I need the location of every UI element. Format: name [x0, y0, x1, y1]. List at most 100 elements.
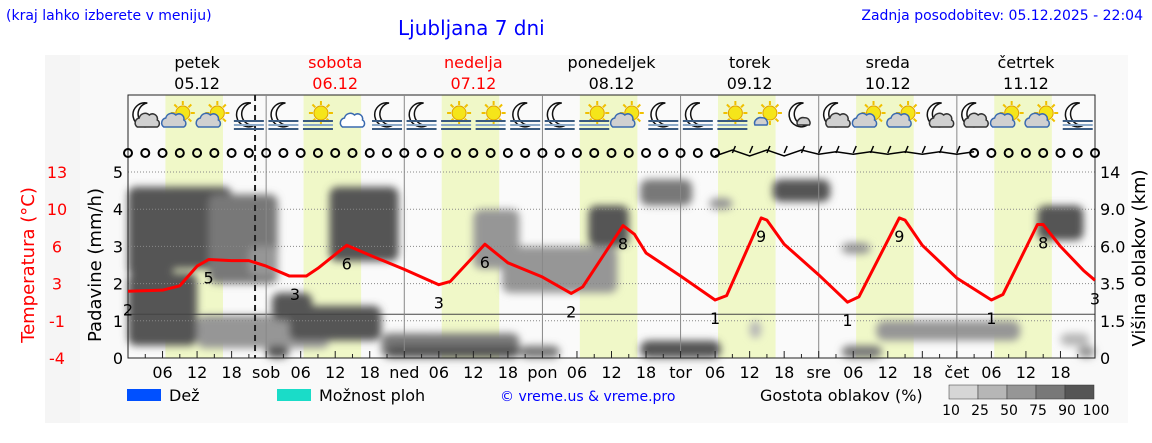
sun-fog-icon: [579, 101, 610, 130]
calm-wind-icon: [347, 148, 358, 158]
temperature-extreme-label: 3: [434, 294, 444, 313]
wind-barb-tick: [818, 145, 823, 154]
calm-wind-icon: [589, 148, 600, 158]
density-level-label: 10: [942, 403, 960, 419]
calm-wind-icon: [537, 148, 548, 158]
calm-wind-icon: [312, 148, 323, 158]
calm-wind-icon: [295, 148, 306, 158]
calm-wind-icon: [330, 148, 341, 158]
day-date: 11.12: [1003, 74, 1049, 93]
page-title: Ljubljana 7 dni: [398, 16, 545, 40]
calm-wind-icon: [174, 148, 185, 158]
cloud-patch: [387, 345, 520, 358]
cloud-patch: [876, 320, 1021, 341]
calm-wind-icon: [157, 148, 168, 158]
moon-cloud-icon: [822, 102, 851, 128]
calm-wind-icon: [692, 148, 703, 158]
day-date: 10.12: [865, 74, 911, 93]
temperature-extreme-label: 1: [842, 311, 852, 330]
hour-tick-label: 18: [360, 363, 380, 382]
moon-fog-icon: [406, 102, 437, 130]
temp-tick-label: 13: [47, 163, 67, 182]
hour-tick-label: 18: [221, 363, 241, 382]
temperature-extreme-label: 9: [756, 227, 766, 246]
calm-wind-icon: [986, 148, 997, 158]
calm-wind-icon: [243, 148, 254, 158]
showers-swatch: [277, 389, 311, 401]
day-name: četrtek: [997, 53, 1055, 72]
sun-cloud-icon: [886, 101, 921, 128]
hour-tick-label: 06: [981, 363, 1001, 382]
calm-wind-icon: [399, 148, 410, 158]
calm-wind-icon: [641, 148, 652, 158]
moon-small-cloud-icon: [788, 102, 811, 128]
cloud-height-axis-title: Višina oblakov (km): [1129, 169, 1150, 346]
temp-axis-title: Temperatura (°C): [18, 187, 39, 344]
hour-tick-label: 12: [1016, 363, 1036, 382]
temp-tick-label: -4: [49, 349, 65, 368]
calm-wind-icon: [1038, 148, 1049, 158]
temp-tick-label: 6: [52, 237, 62, 256]
cloud-patch: [749, 320, 762, 339]
hour-tick-label: 18: [636, 363, 656, 382]
cloud-patch: [128, 273, 198, 346]
precip-tick-label: 0: [113, 349, 123, 368]
moon-fog-icon: [544, 102, 575, 130]
temperature-extreme-label: 5: [203, 269, 213, 288]
moon-cloud-icon: [926, 102, 955, 128]
hour-tick-label: 06: [843, 363, 863, 382]
day-name: sobota: [308, 53, 362, 72]
wind-barb-tick: [731, 145, 737, 154]
sun-small-cloud-icon: [753, 101, 782, 126]
cloud-patch: [640, 179, 693, 206]
day-abbr-label: čet: [944, 363, 969, 382]
calm-wind-icon: [520, 148, 531, 158]
sun-cloud-icon: [160, 101, 195, 128]
hour-tick-label: 12: [325, 363, 345, 382]
day-name: torek: [729, 53, 771, 72]
calm-wind-icon: [278, 148, 289, 158]
precip-tick-label: 5: [113, 163, 123, 182]
calm-wind-icon: [451, 148, 462, 158]
temp-tick-label: 10: [47, 200, 67, 219]
credit-link[interactable]: © vreme.us & vreme.pro: [500, 389, 675, 405]
wind-barb-tick: [938, 145, 944, 154]
day-abbr-label: tor: [669, 363, 692, 382]
wind-barb-tick: [852, 145, 857, 154]
day-date: 05.12: [174, 74, 220, 93]
day-abbr-label: pon: [527, 363, 557, 382]
calm-wind-icon: [554, 148, 565, 158]
temperature-extreme-label: 3: [1090, 289, 1100, 308]
temperature-extreme-label: 1: [710, 309, 720, 328]
density-level-label: 25: [971, 403, 989, 419]
cloud-height-tick-label: 9.0: [1100, 200, 1125, 219]
density-level-label: 75: [1029, 403, 1047, 419]
cloud-patch: [329, 186, 399, 262]
daylight-band: [717, 95, 776, 358]
day-date: 08.12: [589, 74, 635, 93]
day-date: 07.12: [450, 74, 496, 93]
cloud-height-tick-label: 1.5: [1100, 312, 1125, 331]
calm-wind-icon: [192, 148, 203, 158]
temp-tick-label: -1: [49, 312, 65, 331]
legend-rain: Dež: [169, 386, 200, 405]
sun-cloud-icon: [851, 101, 886, 128]
sun-cloud-icon: [989, 101, 1024, 128]
temperature-extreme-label: 8: [618, 235, 628, 254]
cloud-patch: [502, 246, 618, 293]
calm-wind-icon: [1090, 148, 1100, 158]
density-swatch: [1006, 384, 1037, 400]
sun-fog-icon: [475, 101, 506, 130]
temperature-extreme-label: 1: [986, 309, 996, 328]
density-swatch: [1064, 384, 1095, 400]
calm-wind-icon: [1003, 148, 1014, 158]
wind-barb-tick: [869, 145, 875, 154]
wind-barb-tick: [835, 145, 840, 154]
cloud-height-tick-label: 3.5: [1100, 275, 1125, 294]
cloud-patch: [841, 345, 883, 358]
calm-wind-icon: [1072, 148, 1083, 158]
wind-barb-tick: [904, 145, 909, 154]
day-abbr-label: sre: [807, 363, 831, 382]
temperature-extreme-label: 2: [566, 302, 576, 321]
hour-tick-label: 06: [152, 363, 172, 382]
